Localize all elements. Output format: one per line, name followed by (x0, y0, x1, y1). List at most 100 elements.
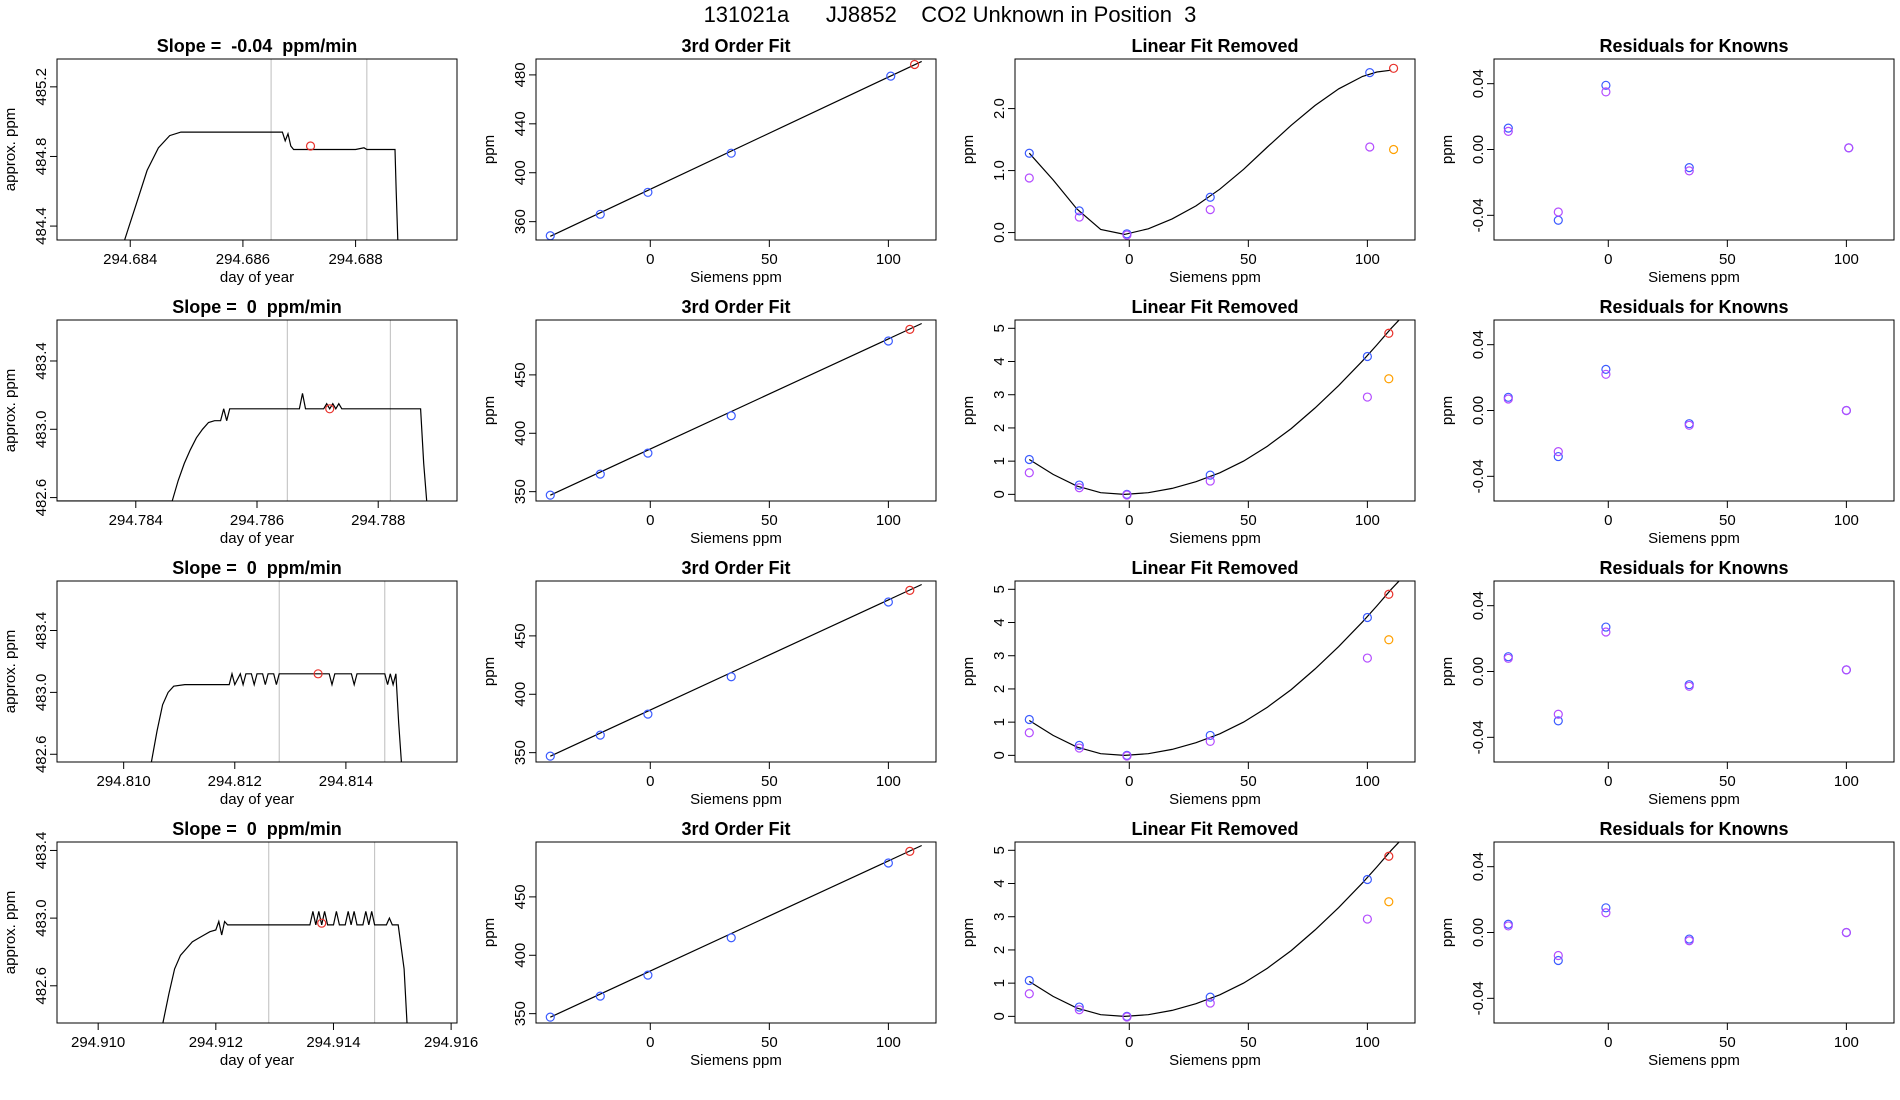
data-point (883, 336, 893, 346)
x-tick-label: 294.910 (71, 1034, 125, 1051)
data-point (1362, 392, 1372, 402)
fit-curve (1028, 842, 1400, 1018)
x-axis-label: Siemens ppm (1648, 530, 1740, 547)
data-point (595, 209, 605, 219)
data-point (1384, 328, 1394, 338)
y-axis-label: ppm (960, 135, 977, 164)
x-tick-label: 100 (876, 512, 901, 529)
series-line (150, 671, 402, 762)
fit-curve (550, 322, 922, 496)
x-tick-label: 0 (1125, 1034, 1133, 1051)
data-point (1024, 989, 1034, 999)
x-tick-label: 0 (646, 773, 654, 790)
x-axis-label: day of year (220, 530, 294, 547)
data-point (1024, 454, 1034, 465)
y-tick-label: 0.04 (1470, 852, 1487, 881)
y-tick-label: 480 (512, 62, 529, 87)
panel-title: Residuals for Knowns (1599, 36, 1788, 56)
panel-title: Linear Fit Removed (1131, 558, 1298, 578)
y-tick-label: 450 (512, 362, 529, 387)
y-axis-label: ppm (960, 918, 977, 947)
x-tick-label: 294.784 (109, 512, 163, 529)
x-axis-label: Siemens ppm (1169, 1052, 1261, 1069)
data-point (1074, 483, 1084, 493)
y-tick-label: 2 (991, 424, 1008, 432)
y-tick-label: 5 (991, 846, 1008, 854)
data-point (1122, 751, 1132, 761)
data-point (595, 991, 605, 1001)
data-point (1362, 612, 1372, 623)
y-tick-label: 0.00 (1470, 918, 1487, 947)
data-point (1553, 215, 1563, 225)
x-tick-label: 50 (1719, 773, 1736, 790)
y-tick-label: 483.4 (33, 612, 50, 650)
y-tick-label: 400 (512, 421, 529, 446)
data-point (1362, 914, 1372, 924)
y-axis-label: ppm (1439, 135, 1456, 164)
y-tick-label: -0.04 (1470, 720, 1487, 754)
data-point (1503, 653, 1513, 663)
x-tick-label: 100 (1355, 1034, 1380, 1051)
data-point (1601, 369, 1611, 379)
y-tick-label: 5 (991, 585, 1008, 593)
y-tick-label: 4 (991, 618, 1008, 626)
data-point (1684, 420, 1694, 430)
data-point (643, 709, 653, 719)
x-axis-label: day of year (220, 791, 294, 808)
data-point (905, 324, 915, 334)
y-tick-label: 0.00 (1470, 135, 1487, 164)
y-tick-label: 440 (512, 111, 529, 136)
x-tick-label: 294.788 (351, 512, 405, 529)
plot-frame (56, 58, 458, 241)
y-tick-label: 1 (991, 979, 1008, 987)
data-point (726, 148, 736, 158)
data-point (726, 933, 736, 943)
data-point (643, 970, 653, 980)
y-tick-label: 483.0 (33, 674, 50, 712)
plot-frame (1014, 319, 1416, 502)
data-point (1205, 730, 1215, 741)
y-axis-label: ppm (481, 918, 498, 947)
x-tick-label: 50 (761, 512, 778, 529)
data-point (643, 448, 653, 458)
data-point (1074, 1002, 1084, 1012)
data-point (1601, 87, 1611, 97)
y-tick-label: -0.04 (1470, 981, 1487, 1015)
x-tick-label: 50 (1240, 1034, 1257, 1051)
data-point (545, 751, 555, 761)
panel-title: 3rd Order Fit (681, 558, 790, 578)
x-tick-label: 0 (1125, 512, 1133, 529)
x-axis-label: Siemens ppm (690, 269, 782, 286)
y-tick-label: 484.8 (33, 138, 50, 176)
panel-title: Residuals for Knowns (1599, 819, 1788, 839)
y-tick-label: 483.0 (33, 411, 50, 449)
data-point (1553, 716, 1563, 726)
series-line (124, 131, 399, 240)
plot-frame (1014, 841, 1416, 1024)
data-point (1024, 714, 1034, 725)
y-axis-label: ppm (1439, 657, 1456, 686)
data-point (1205, 736, 1215, 747)
y-tick-label: 5 (991, 324, 1008, 332)
y-tick-label: 400 (512, 682, 529, 707)
data-point (1384, 374, 1394, 384)
x-axis-label: Siemens ppm (1648, 1052, 1740, 1069)
data-point (1365, 68, 1375, 78)
data-point (1074, 212, 1084, 222)
data-point (1844, 143, 1854, 153)
data-point (1553, 955, 1563, 966)
x-tick-label: 50 (1719, 512, 1736, 529)
y-tick-label: 482.6 (33, 735, 50, 773)
panel-title: Residuals for Knowns (1599, 558, 1788, 578)
y-tick-label: 400 (512, 943, 529, 968)
x-tick-label: 0 (1604, 512, 1612, 529)
data-point (1205, 205, 1215, 215)
x-tick-label: 50 (761, 1034, 778, 1051)
data-point (1684, 681, 1694, 691)
plot-frame (1493, 319, 1895, 502)
fit-curve (550, 60, 922, 237)
y-tick-label: 1 (991, 718, 1008, 726)
data-point (1388, 63, 1399, 73)
data-point (1503, 394, 1513, 404)
